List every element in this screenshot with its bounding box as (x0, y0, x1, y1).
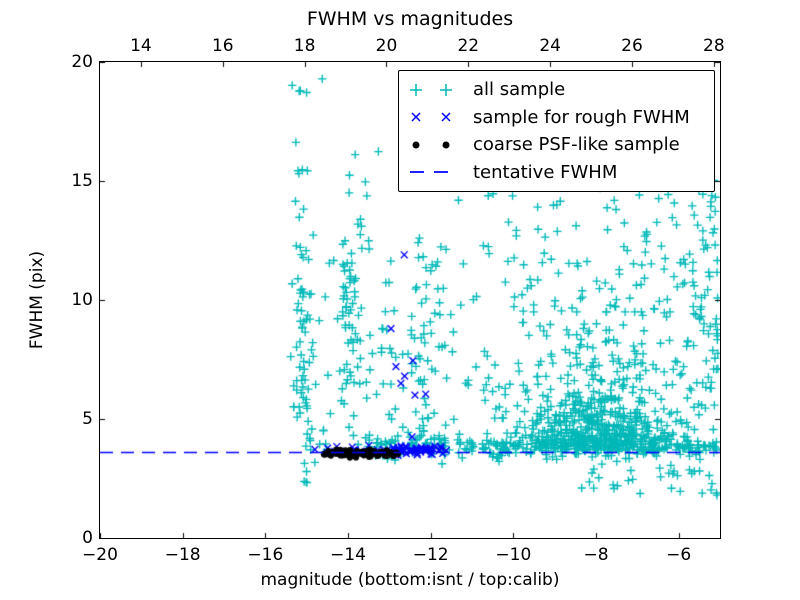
legend-item-rough-fwhm: sample for rough FWHM (407, 104, 706, 131)
x-axis-label: magnitude (bottom:isnt / top:calib) (260, 570, 560, 590)
tick-label: 14 (130, 36, 152, 56)
x-top-tick-labels: 14 16 18 20 22 24 26 28 (0, 36, 800, 56)
tick-label: −18 (164, 545, 201, 565)
legend-label: coarse PSF-like sample (473, 134, 680, 156)
legend-label: sample for rough FWHM (473, 106, 690, 128)
plus-marker-icon (410, 83, 452, 96)
tick-label: 5 (82, 409, 93, 429)
tick-label: 15 (71, 171, 93, 191)
tick-label: −16 (247, 545, 284, 565)
legend-item-tentative-fwhm: tentative FWHM (407, 159, 706, 186)
tick-label: −8 (583, 545, 609, 565)
tick-label: 24 (539, 36, 561, 56)
tick-label: 20 (71, 52, 93, 72)
tick-label: 22 (457, 36, 480, 56)
x-marker-icon (411, 112, 451, 122)
legend: all sample sample for rough FWHM coarse … (398, 70, 715, 192)
tick-label: 10 (71, 290, 93, 310)
tick-label: 16 (211, 36, 234, 56)
tick-label: 26 (621, 36, 643, 56)
legend-item-psf-sample: coarse PSF-like sample (407, 131, 706, 158)
tick-label: 0 (82, 528, 93, 548)
tick-label: −10 (495, 545, 532, 565)
legend-label: tentative FWHM (473, 161, 618, 183)
dot-marker-icon (412, 141, 450, 149)
tick-label: 28 (703, 36, 725, 56)
tick-label: −6 (666, 545, 692, 565)
tick-label: −14 (330, 545, 366, 565)
tick-label: −12 (412, 545, 449, 565)
chart-title: FWHM vs magnitudes (306, 8, 514, 30)
tick-label: 18 (293, 36, 316, 56)
y-axis-label: FWHM (pix) (27, 250, 47, 350)
tick-label: −20 (82, 545, 118, 565)
y-axis-tick-labels: 0 5 10 15 20 (0, 0, 93, 600)
tick-label: 20 (375, 36, 398, 56)
dashed-line-icon (410, 171, 448, 174)
x-bottom-tick-labels: −20 −18 −16 −14 −12 −10 −8 −6 (0, 545, 800, 565)
legend-label: all sample (473, 79, 566, 101)
legend-item-all-sample: all sample (407, 76, 706, 103)
